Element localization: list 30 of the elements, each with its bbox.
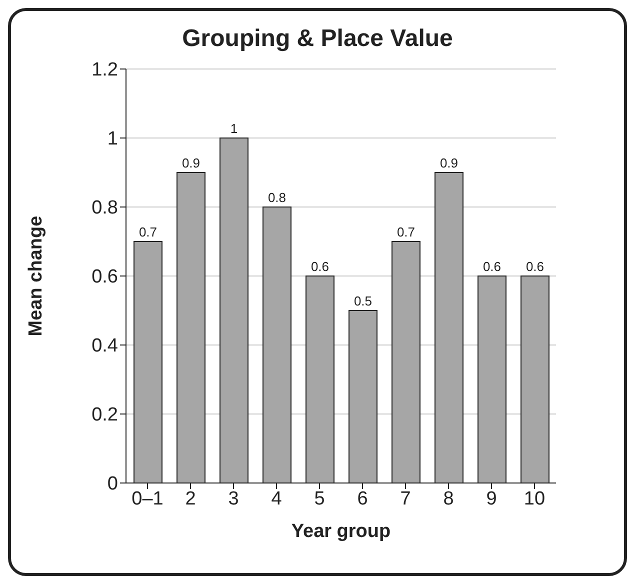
chart-title: Grouping & Place Value	[181, 25, 454, 53]
x-tick-label: 0–1	[132, 488, 164, 510]
data-label: 0.6	[482, 259, 502, 274]
x-tick-label: 2	[185, 488, 196, 510]
y-tick-label: 0.4	[92, 336, 118, 357]
x-tick-label: 3	[228, 488, 239, 510]
data-label: 0.6	[526, 259, 544, 274]
x-tick-label: 9	[486, 488, 497, 510]
data-label: 1	[230, 121, 238, 136]
x-tick-label: 5	[314, 488, 325, 510]
x-tick-label: 6	[357, 488, 368, 510]
y-tick-label: 0	[107, 474, 118, 495]
data-label: 0.7	[138, 224, 158, 240]
data-label: 0.9	[440, 156, 458, 170]
y-tick-label: 1.2	[92, 60, 118, 81]
data-label: 0.9	[182, 156, 200, 170]
x-tick-label: 8	[443, 488, 454, 510]
x-axis-title: Year group	[291, 521, 391, 542]
data-label: 0.5	[354, 294, 372, 308]
x-tick-label: 10	[524, 488, 546, 510]
y-tick-label: 0.6	[92, 266, 118, 288]
data-label: 0.8	[268, 190, 286, 205]
y-tick-label: 0.2	[92, 404, 118, 426]
x-tick-label: 4	[271, 488, 282, 510]
data-label: 0.7	[396, 224, 416, 240]
data-label: 0.6	[310, 259, 330, 274]
y-tick-label: 0.8	[92, 198, 118, 219]
x-tick-label: 7	[400, 488, 411, 510]
y-axis-title: Mean change	[26, 216, 47, 336]
y-tick-label: 1	[107, 128, 118, 150]
